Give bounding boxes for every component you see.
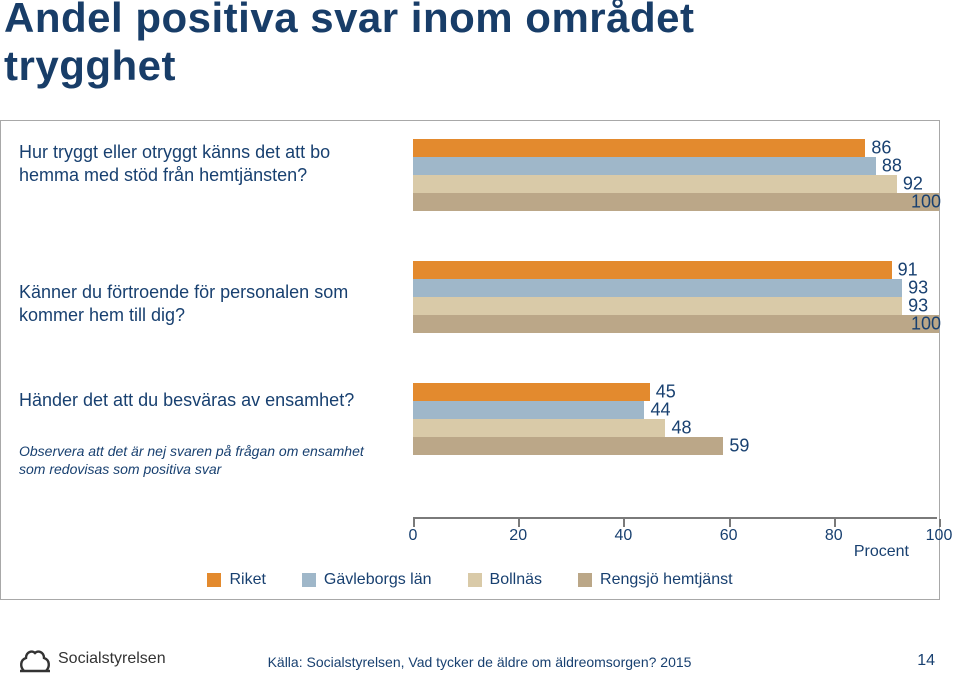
question-3-note: Observera att det är nej svaren på fråga…	[19, 443, 379, 478]
x-tick-mark	[729, 519, 731, 527]
x-tick-label: 20	[509, 527, 527, 545]
question-3-label: Händer det att du besväras av ensamhet?	[19, 389, 379, 412]
x-tick-mark	[413, 519, 415, 527]
bar-q1-riket	[413, 139, 865, 157]
bar-q1-bolln-s	[413, 175, 897, 193]
logo: Socialstyrelsen	[18, 644, 166, 674]
source-text: Källa: Socialstyrelsen, Vad tycker de äl…	[268, 654, 692, 670]
bar-q1-g-vleborgs-l-n	[413, 157, 876, 175]
legend-label: Riket	[229, 571, 265, 589]
legend-item: Rengsjö hemtjänst	[578, 571, 733, 589]
legend-label: Gävleborgs län	[324, 571, 432, 589]
bar-q2-riket	[413, 261, 892, 279]
x-tick-mark	[834, 519, 836, 527]
bar-value-label: 100	[911, 314, 941, 335]
x-tick-label: 80	[825, 527, 843, 545]
bar-q3-g-vleborgs-l-n	[413, 401, 644, 419]
legend-label: Rengsjö hemtjänst	[600, 571, 733, 589]
axis-label: Procent	[854, 543, 909, 561]
legend-swatch-icon	[578, 573, 592, 587]
chart-panel: Hur tryggt eller otryggt känns det att b…	[0, 120, 940, 600]
question-2-label: Känner du förtroende för personalen som …	[19, 281, 379, 326]
legend-swatch-icon	[468, 573, 482, 587]
bar-q2-bolln-s	[413, 297, 902, 315]
x-tick-label: 100	[926, 527, 953, 545]
x-tick-label: 60	[720, 527, 738, 545]
bar-q3-rengsj-hemtj-nst	[413, 437, 723, 455]
x-tick-mark	[939, 519, 941, 527]
title-line-2: trygghet	[4, 42, 176, 89]
x-tick-label: 0	[409, 527, 418, 545]
bar-value-label: 44	[650, 400, 670, 421]
bar-q3-riket	[413, 383, 650, 401]
legend-label: Bollnäs	[490, 571, 542, 589]
legend-item: Bollnäs	[468, 571, 542, 589]
bar-q2-g-vleborgs-l-n	[413, 279, 902, 297]
x-tick-label: 40	[614, 527, 632, 545]
x-tick-mark	[518, 519, 520, 527]
x-axis	[413, 517, 937, 519]
title-line-1: Andel positiva svar inom området	[4, 0, 695, 41]
legend: Riket Gävleborgs län Bollnäs Rengsjö hemtjä…	[1, 571, 939, 589]
question-1-label: Hur tryggt eller otryggt känns det att b…	[19, 141, 379, 186]
logo-mark-icon	[18, 644, 52, 674]
legend-item: Gävleborgs län	[302, 571, 432, 589]
plot-area: 86889210091939310045444859	[413, 121, 937, 519]
page-number: 14	[917, 652, 935, 670]
bar-value-label: 59	[729, 436, 749, 457]
bar-q3-bolln-s	[413, 419, 665, 437]
bar-value-label: 48	[671, 418, 691, 439]
page-title: Andel positiva svar inom området trygghe…	[4, 0, 695, 91]
bar-q1-rengsj-hemtj-nst	[413, 193, 939, 211]
legend-item: Riket	[207, 571, 265, 589]
bar-value-label: 100	[911, 192, 941, 213]
logo-text: Socialstyrelsen	[58, 650, 166, 668]
x-tick-mark	[623, 519, 625, 527]
legend-swatch-icon	[207, 573, 221, 587]
legend-swatch-icon	[302, 573, 316, 587]
bar-q2-rengsj-hemtj-nst	[413, 315, 939, 333]
bar-value-label: 88	[882, 156, 902, 177]
